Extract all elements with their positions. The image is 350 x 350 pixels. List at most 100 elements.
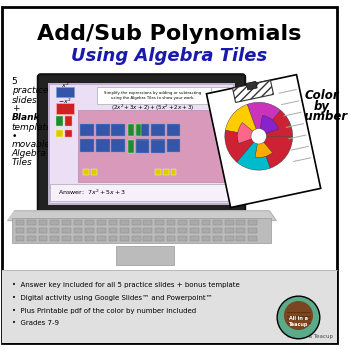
Bar [83,169,89,175]
Bar [190,228,199,233]
Text: number: number [296,110,347,123]
Bar [167,220,175,225]
Text: All in a
Teacup: All in a Teacup [289,316,308,327]
Bar [27,236,36,241]
Bar [128,124,134,136]
Polygon shape [8,211,276,220]
Text: slides: slides [12,96,37,105]
Text: No. 1: No. 1 [214,93,226,98]
Circle shape [251,128,266,144]
Bar [132,220,140,225]
Text: •  Answer key included for all 5 practice slides + bonus template: • Answer key included for all 5 practice… [12,281,239,287]
Text: +: + [12,104,19,113]
Bar [50,184,233,201]
Bar [170,169,176,175]
Bar [108,220,117,225]
Bar [167,236,175,241]
Wedge shape [255,136,272,158]
Bar [155,169,161,175]
Text: Blank: Blank [12,113,40,122]
Bar [108,236,117,241]
Bar [178,236,187,241]
Polygon shape [232,80,273,103]
Wedge shape [225,130,259,162]
Bar [15,236,24,241]
Bar [120,236,129,241]
Bar [85,228,94,233]
Bar [155,236,164,241]
Text: •: • [12,132,17,141]
Bar [39,220,48,225]
Bar [128,140,134,153]
Bar [202,228,210,233]
Bar [213,228,222,233]
Bar [62,236,71,241]
Circle shape [277,296,320,339]
Bar [167,228,175,233]
Bar [85,220,94,225]
Bar [65,116,72,126]
Text: Answer:  $7x^2+5x+3$: Answer: $7x^2+5x+3$ [58,188,127,197]
Bar [144,236,152,241]
Bar [155,228,164,233]
Bar [213,220,222,225]
Text: 5: 5 [12,77,18,85]
Bar [120,220,129,225]
Text: •  Grades 7-9: • Grades 7-9 [12,320,59,326]
Bar [237,220,245,225]
Bar [80,124,94,136]
Bar [50,236,59,241]
Bar [65,131,72,137]
Bar [151,124,165,136]
Bar [136,124,141,136]
Bar [96,124,110,136]
Bar [202,220,210,225]
Bar [120,228,129,233]
Bar [48,83,235,205]
Bar [225,228,233,233]
Bar [56,116,63,126]
Bar [50,220,59,225]
Polygon shape [246,81,257,90]
Text: Add/Sub Polynomials: Add/Sub Polynomials [37,25,302,44]
Bar [74,228,82,233]
Bar [178,228,187,233]
Bar [190,236,199,241]
Text: $x^2$: $x^2$ [61,80,69,90]
Bar [136,124,149,136]
Text: Simplify the expressions by adding or subtracting
using the Algebra Tiles to sho: Simplify the expressions by adding or su… [105,91,202,100]
Bar [27,228,36,233]
Bar [27,220,36,225]
Text: Using Algebra Tiles: Using Algebra Tiles [71,47,268,65]
Bar [167,139,180,152]
Bar [56,87,74,97]
Bar [248,228,257,233]
Bar [202,236,210,241]
Bar [144,228,152,233]
Bar [178,220,187,225]
Bar [167,124,180,136]
Bar [2,270,337,343]
Bar [74,236,82,241]
Bar [50,228,59,233]
Text: movable: movable [12,140,50,149]
Circle shape [284,301,313,330]
Bar [97,236,106,241]
Bar [56,131,63,137]
Bar [116,246,174,265]
Text: © All in a Teacup: © All in a Teacup [286,333,333,339]
Text: $(2x^2+3x+2) + (5x^2+2x+3)$: $(2x^2+3x+2) + (5x^2+2x+3)$ [111,103,195,113]
Text: Color: Color [304,89,339,102]
Bar [91,169,97,175]
Bar [80,139,94,152]
Bar [96,139,110,152]
Bar [111,139,125,152]
Wedge shape [259,110,293,136]
Bar [85,236,94,241]
Polygon shape [206,75,321,208]
Bar [248,236,257,241]
Wedge shape [259,115,279,136]
Bar [62,220,71,225]
Bar [132,228,140,233]
Text: by: by [314,100,330,113]
